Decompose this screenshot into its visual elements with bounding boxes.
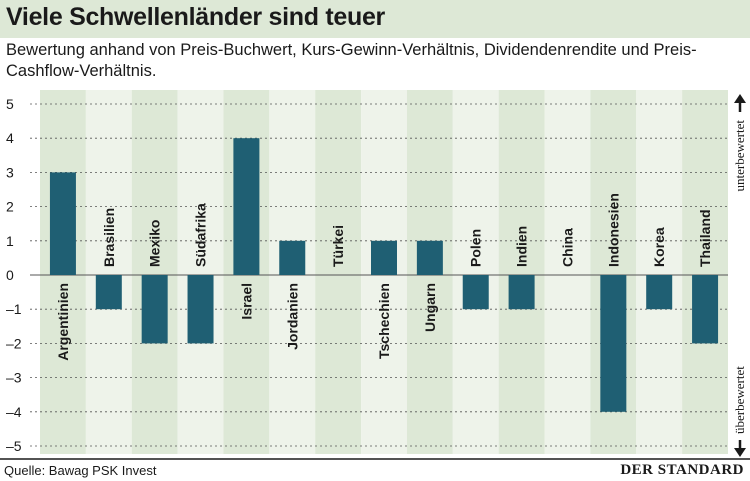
category-label: Türkei (330, 225, 346, 267)
bar (646, 275, 673, 310)
bar (95, 275, 122, 310)
y-tick-label: 5 (6, 96, 14, 112)
y-tick-label: –3 (6, 370, 22, 386)
annotation-overvalued: überbewertet (732, 366, 747, 434)
column-band (315, 90, 362, 454)
y-tick-label: –5 (6, 438, 22, 454)
bar (600, 275, 627, 412)
page-title: Viele Schwellenländer sind teuer (6, 3, 385, 31)
bar (462, 275, 489, 310)
y-tick-label: 3 (6, 164, 14, 180)
y-tick-label: 2 (6, 199, 14, 215)
bar (187, 275, 214, 344)
bar (692, 275, 719, 344)
y-tick-label: 0 (6, 267, 14, 283)
column-band (682, 90, 728, 454)
column-band (452, 90, 499, 454)
column-band (85, 90, 132, 454)
annotation-undervalued: unterbewertet (732, 120, 747, 192)
category-label: Brasilien (101, 208, 117, 267)
category-label: Tschechien (376, 283, 392, 359)
column-band (177, 90, 224, 454)
category-label: Indien (514, 226, 530, 267)
category-label: Mexiko (147, 220, 163, 267)
arrow-down-icon (734, 448, 746, 457)
y-tick-label: 4 (6, 130, 14, 146)
category-label: Indonesien (605, 193, 621, 267)
category-label: Ungarn (422, 283, 438, 332)
bar (371, 240, 397, 275)
category-label: Jordanien (284, 283, 300, 350)
title-bar (0, 0, 750, 38)
column-band (131, 90, 178, 454)
bar (49, 172, 76, 275)
bar (416, 240, 443, 275)
column-band (498, 90, 545, 454)
y-tick-label: –4 (6, 404, 22, 420)
category-label: Südafrika (193, 203, 209, 267)
publisher-logo: DER STANDARD (620, 462, 744, 478)
page-subtitle: Bewertung anhand von Preis-Buchwert, Kur… (6, 41, 697, 80)
category-label: Thailand (697, 209, 713, 267)
category-label: China (559, 228, 575, 267)
bar (141, 275, 168, 344)
column-band (544, 90, 591, 454)
category-label: Argentinien (55, 283, 71, 361)
y-tick-label: –1 (6, 301, 22, 317)
bar (508, 275, 535, 310)
y-tick-label: –2 (6, 335, 22, 351)
bar (279, 240, 306, 275)
bar (233, 138, 260, 275)
y-tick-label: 1 (6, 233, 14, 249)
arrow-up-icon (734, 94, 746, 103)
category-label: Korea (651, 227, 667, 267)
category-label: Polen (468, 229, 484, 267)
category-label: Israel (238, 283, 254, 320)
column-band (636, 90, 683, 454)
source-note: Quelle: Bawag PSK Invest (4, 463, 157, 478)
